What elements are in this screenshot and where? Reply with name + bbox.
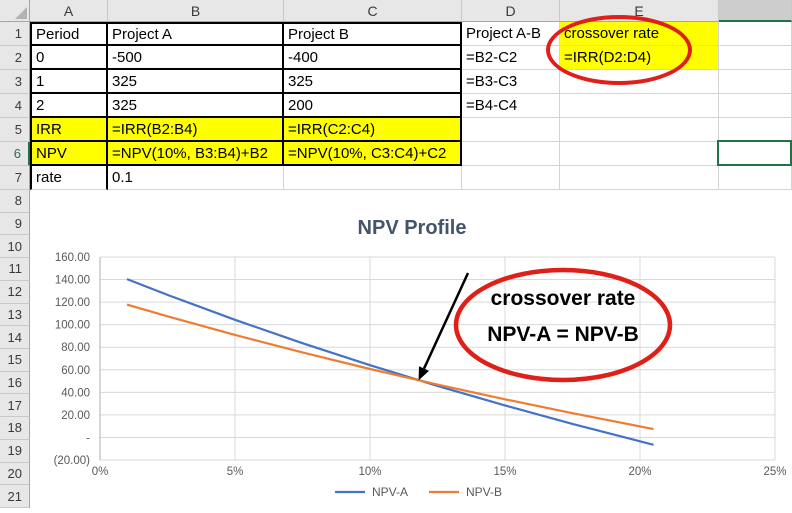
crossover-label-line2: NPV-A = NPV-B bbox=[487, 323, 639, 346]
y-axis-tick-label: 80.00 bbox=[61, 342, 90, 354]
select-all-corner[interactable] bbox=[0, 0, 30, 22]
row-header-20[interactable]: 20 bbox=[0, 462, 30, 486]
crossover-arrow-annotation bbox=[422, 272, 470, 370]
cell-a2[interactable]: 0 bbox=[30, 46, 108, 70]
row-header-16[interactable]: 16 bbox=[0, 371, 30, 395]
cell-f3[interactable] bbox=[719, 70, 792, 94]
cell-f7[interactable] bbox=[719, 166, 792, 190]
column-header-c[interactable]: C bbox=[284, 0, 462, 22]
row-header-17[interactable]: 17 bbox=[0, 394, 30, 418]
cell-f4[interactable] bbox=[719, 94, 792, 118]
cell-a4[interactable]: 2 bbox=[30, 94, 108, 118]
row-header-13[interactable]: 13 bbox=[0, 303, 30, 327]
cell-a3[interactable]: 1 bbox=[30, 70, 108, 94]
cell-d4[interactable]: =B4-C4 bbox=[462, 94, 560, 118]
x-axis-tick-label: 0% bbox=[92, 466, 109, 478]
cell-c5[interactable]: =IRR(C2:C4) bbox=[284, 118, 462, 142]
y-axis-tick-label: (20.00) bbox=[54, 455, 91, 467]
cell-f1[interactable] bbox=[719, 22, 792, 46]
cell-c2[interactable]: -400 bbox=[284, 46, 462, 70]
cell-f2[interactable] bbox=[719, 46, 792, 70]
selected-cell-outline bbox=[717, 140, 792, 166]
y-axis-tick-label: - bbox=[86, 432, 90, 444]
x-axis-tick-label: 10% bbox=[358, 466, 381, 478]
row-header-11[interactable]: 11 bbox=[0, 258, 30, 281]
cell-a6[interactable]: NPV bbox=[30, 142, 108, 166]
cell-d7[interactable] bbox=[462, 166, 560, 190]
row-header-14[interactable]: 14 bbox=[0, 326, 30, 349]
row-header-18[interactable]: 18 bbox=[0, 417, 30, 440]
cell-b7[interactable]: 0.1 bbox=[108, 166, 284, 190]
row-header-5[interactable]: 5 bbox=[0, 118, 30, 142]
row-header-21[interactable]: 21 bbox=[0, 485, 30, 508]
cell-b5[interactable]: =IRR(B2:B4) bbox=[108, 118, 284, 142]
cell-c4[interactable]: 200 bbox=[284, 94, 462, 118]
cell-e6[interactable] bbox=[560, 142, 719, 166]
row-header-7[interactable]: 7 bbox=[0, 166, 30, 190]
cell-d1[interactable]: Project A-B bbox=[462, 22, 560, 46]
x-axis-tick-label: 25% bbox=[763, 466, 786, 478]
cell-a5[interactable]: IRR bbox=[30, 118, 108, 142]
y-axis-tick-label: 20.00 bbox=[61, 410, 90, 422]
npv-profile-chart[interactable]: 160.00 140.00 120.00 100.00 80.00 60.00 40.00 2… bbox=[31, 191, 792, 508]
y-axis-tick-label: 140.00 bbox=[55, 275, 90, 287]
legend-label-npv-a[interactable]: NPV-A bbox=[372, 485, 408, 499]
legend-label-npv-b[interactable]: NPV-B bbox=[466, 485, 502, 499]
cell-e5[interactable] bbox=[560, 118, 719, 142]
row-header-1[interactable]: 1 bbox=[0, 22, 30, 46]
crossover-ellipse-annotation bbox=[453, 267, 673, 383]
x-axis-tick-label: 15% bbox=[493, 466, 516, 478]
row-header-15[interactable]: 15 bbox=[0, 348, 30, 372]
cell-a1[interactable]: Period bbox=[30, 22, 108, 46]
series-npv-a-line bbox=[126, 278, 654, 446]
cell-c1[interactable]: Project B bbox=[284, 22, 462, 46]
cell-a7[interactable]: rate bbox=[30, 166, 108, 190]
row-header-3[interactable]: 3 bbox=[0, 70, 30, 94]
crossover-arrowhead bbox=[418, 366, 429, 381]
y-axis-tick-label: 100.00 bbox=[55, 320, 90, 332]
chart-title: NPV Profile bbox=[358, 217, 467, 239]
column-header-a[interactable]: A bbox=[30, 0, 108, 22]
cell-d3[interactable]: =B3-C3 bbox=[462, 70, 560, 94]
row-header-10[interactable]: 10 bbox=[0, 235, 30, 259]
cell-b4[interactable]: 325 bbox=[108, 94, 284, 118]
x-axis-tick-label: 5% bbox=[227, 466, 244, 478]
crossover-label-line1: crossover rate bbox=[491, 287, 636, 310]
row-header-9[interactable]: 9 bbox=[0, 212, 30, 236]
y-axis-tick-label: 160.00 bbox=[55, 252, 90, 264]
column-header-d[interactable]: D bbox=[462, 0, 560, 22]
cell-c7[interactable] bbox=[284, 166, 462, 190]
cell-f6[interactable] bbox=[719, 142, 792, 166]
cell-b2[interactable]: -500 bbox=[108, 46, 284, 70]
cell-c6[interactable]: =NPV(10%, C3:C4)+C2 bbox=[284, 142, 462, 166]
y-axis-tick-label: 120.00 bbox=[55, 297, 90, 309]
y-axis-tick-label: 60.00 bbox=[61, 365, 90, 377]
x-axis-tick-label: 20% bbox=[628, 466, 651, 478]
cell-b3[interactable]: 325 bbox=[108, 70, 284, 94]
column-header-b[interactable]: B bbox=[108, 0, 284, 22]
row-header-4[interactable]: 4 bbox=[0, 94, 30, 118]
row-header-2[interactable]: 2 bbox=[0, 46, 30, 70]
cell-d5[interactable] bbox=[462, 118, 560, 142]
row-header-8[interactable]: 8 bbox=[0, 190, 30, 213]
row-header-19[interactable]: 19 bbox=[0, 439, 30, 463]
column-header-f[interactable] bbox=[719, 0, 792, 22]
series-npv-b-line bbox=[126, 303, 654, 431]
y-axis-tick-label: 40.00 bbox=[61, 387, 90, 399]
cell-e7[interactable] bbox=[560, 166, 719, 190]
cell-c3[interactable]: 325 bbox=[284, 70, 462, 94]
cell-e4[interactable] bbox=[560, 94, 719, 118]
row-header-12[interactable]: 12 bbox=[0, 280, 30, 304]
crossover-cell-ellipse-annotation bbox=[546, 15, 692, 85]
cell-f5[interactable] bbox=[719, 118, 792, 142]
cell-b6[interactable]: =NPV(10%, B3:B4)+B2 bbox=[108, 142, 284, 166]
cell-b1[interactable]: Project A bbox=[108, 22, 284, 46]
row-header-6[interactable]: 6 bbox=[0, 142, 30, 166]
cell-d6[interactable] bbox=[462, 142, 560, 166]
